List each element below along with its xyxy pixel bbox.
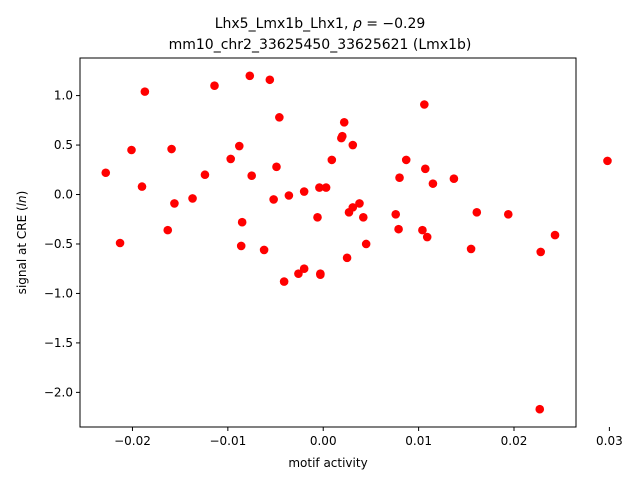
data-point xyxy=(316,270,325,279)
y-tick-label: −1.5 xyxy=(44,336,73,350)
data-point xyxy=(395,173,404,183)
chart-title-rho: ρ xyxy=(353,16,362,32)
x-tick-label: 0.03 xyxy=(596,434,623,448)
data-point xyxy=(327,155,337,165)
data-point xyxy=(550,230,560,240)
data-point xyxy=(167,144,176,154)
data-point xyxy=(247,171,256,181)
data-point xyxy=(284,191,294,200)
y-tick-label: −0.5 xyxy=(44,237,73,251)
data-point xyxy=(361,239,371,249)
data-point xyxy=(418,225,427,235)
data-points xyxy=(101,71,612,414)
data-point xyxy=(237,217,247,227)
data-point xyxy=(603,156,612,166)
data-point xyxy=(466,244,476,254)
x-tick-label: 0.02 xyxy=(501,434,528,448)
x-tick-label: −0.01 xyxy=(209,434,246,448)
data-point xyxy=(348,140,358,150)
x-tick-label: −0.02 xyxy=(114,434,151,448)
data-point xyxy=(269,195,278,204)
data-point xyxy=(188,194,197,203)
data-point xyxy=(536,247,546,257)
x-tick-label: 0.00 xyxy=(310,434,337,448)
data-point xyxy=(401,155,411,165)
data-point xyxy=(358,212,368,222)
x-axis-ticks: −0.02 −0.01 0.00 0.01 0.02 0.03 xyxy=(114,427,623,448)
data-point xyxy=(163,225,173,235)
y-tick-label: 1.0 xyxy=(54,89,73,103)
data-point xyxy=(279,277,289,286)
data-point xyxy=(420,100,429,109)
y-axis-label: signal at CRE (ln) xyxy=(15,191,29,295)
y-axis-label-prefix: signal at CRE ( xyxy=(15,206,29,294)
chart-title-line1: Lhx5_Lmx1b_Lhx1, ρ = −0.29 xyxy=(215,16,426,32)
data-point xyxy=(503,210,513,219)
data-point xyxy=(226,154,236,164)
data-point xyxy=(259,245,269,255)
y-axis-ticks: 1.0 0.5 0.0 −0.5 −1.0 −1.5 −2.0 xyxy=(44,89,80,399)
x-tick-label: 0.01 xyxy=(405,434,432,448)
data-point xyxy=(170,199,179,208)
data-point xyxy=(236,241,246,251)
data-point xyxy=(422,232,432,242)
data-point xyxy=(449,174,459,183)
data-point xyxy=(127,145,136,155)
data-point xyxy=(140,87,150,96)
data-point xyxy=(420,164,430,174)
data-point xyxy=(272,162,281,172)
x-axis-label: motif activity xyxy=(288,456,367,470)
y-tick-label: −2.0 xyxy=(44,385,73,399)
data-point xyxy=(137,182,147,191)
data-point xyxy=(391,210,401,219)
data-point xyxy=(101,168,111,178)
data-point xyxy=(275,113,284,122)
data-point xyxy=(234,141,244,151)
data-point xyxy=(355,199,364,208)
chart-title-value: = −0.29 xyxy=(362,16,426,32)
data-point xyxy=(200,170,210,180)
data-point xyxy=(342,253,352,263)
y-tick-label: 0.5 xyxy=(54,138,73,152)
data-point xyxy=(299,264,309,274)
data-point xyxy=(265,75,275,85)
data-point xyxy=(348,203,358,212)
y-axis-label-italic: ln xyxy=(15,195,29,206)
chart-title-line2: mm10_chr2_33625450_33625621 (Lmx1b) xyxy=(169,37,472,53)
data-point xyxy=(338,131,347,141)
data-point xyxy=(394,224,403,234)
data-point xyxy=(535,404,545,414)
axes-frame xyxy=(79,57,577,428)
data-point xyxy=(428,179,438,188)
data-point xyxy=(210,81,219,90)
chart-title-main: Lhx5_Lmx1b_Lhx1, xyxy=(215,16,353,32)
data-point xyxy=(321,183,331,192)
data-point xyxy=(299,187,309,196)
data-point xyxy=(115,238,125,248)
y-tick-label: 0.0 xyxy=(54,188,73,202)
data-point xyxy=(339,118,349,127)
y-tick-label: −1.0 xyxy=(44,286,73,300)
data-point xyxy=(294,269,303,278)
data-point xyxy=(313,212,322,222)
data-point xyxy=(245,71,255,81)
data-point xyxy=(472,208,482,217)
y-axis-label-suffix: ) xyxy=(15,191,29,196)
data-point xyxy=(315,183,324,192)
